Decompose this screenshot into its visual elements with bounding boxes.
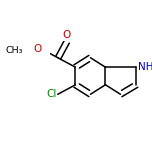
Text: O: O <box>33 44 42 54</box>
Text: NH: NH <box>138 62 152 72</box>
Text: O: O <box>63 30 71 40</box>
Text: CH₃: CH₃ <box>6 46 23 55</box>
Text: Cl: Cl <box>47 89 57 99</box>
